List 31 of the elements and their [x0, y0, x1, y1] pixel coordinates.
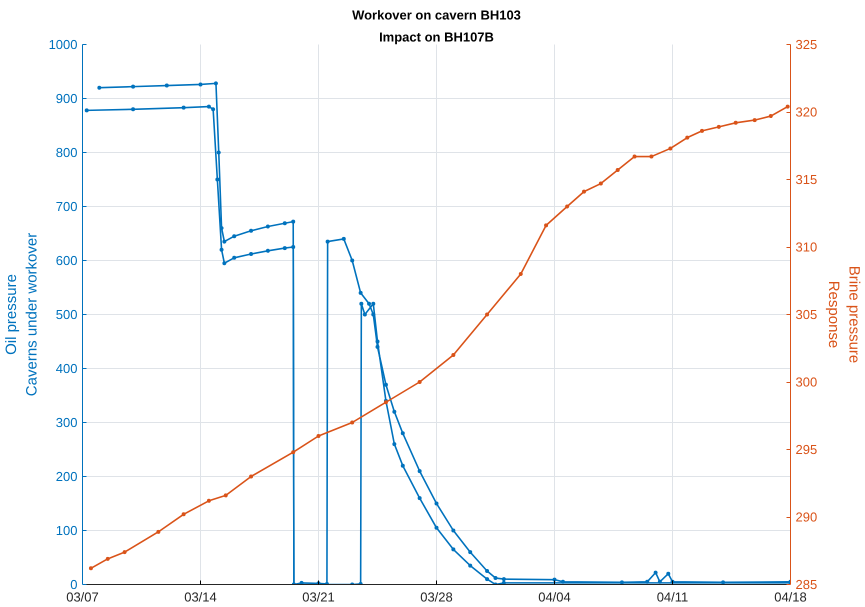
- y2-tick-label: 295: [796, 442, 818, 457]
- y2-tick-label: 300: [796, 374, 818, 390]
- x-tick-label: 04/11: [656, 590, 688, 604]
- y-axis-title: Oil pressure Caverns under workover: [3, 232, 41, 396]
- y2-tick-label: 285: [796, 577, 818, 592]
- y2-tick-label: 305: [796, 307, 818, 322]
- y2-tick-label: 310: [796, 240, 818, 254]
- y2-axis-title: Brine pressure Response: [825, 266, 863, 364]
- chart-title: Workover on cavern BH103: [352, 8, 521, 22]
- y-tick-label: 800: [56, 145, 78, 160]
- x-tick-label: 03/28: [420, 590, 453, 604]
- x-tick-label: 03/07: [66, 590, 99, 604]
- y2-tick-label: 325: [796, 37, 818, 52]
- y2-tick-label: 315: [796, 172, 818, 187]
- y-tick-label: 100: [56, 523, 78, 538]
- x-tick-label: 03/14: [184, 590, 217, 604]
- y-tick-label: 200: [56, 469, 78, 484]
- y-tick-label: 0: [70, 577, 78, 592]
- y-tick-label: 700: [56, 199, 78, 214]
- y2-tick-label: 320: [796, 104, 818, 120]
- chart-subtitle: Impact on BH107B: [379, 30, 494, 44]
- y-tick-label: 1000: [48, 37, 78, 52]
- y-tick-label: 300: [56, 415, 78, 430]
- y-tick-label: 900: [56, 91, 78, 106]
- y2-tick-label: 290: [796, 510, 818, 524]
- y-tick-label: 400: [56, 361, 78, 376]
- x-tick-label: 04/18: [774, 590, 807, 604]
- y-tick-label: 500: [56, 307, 78, 322]
- x-tick-label: 03/21: [302, 590, 335, 604]
- x-tick-label: 04/04: [538, 590, 571, 604]
- y-tick-label: 600: [56, 253, 78, 268]
